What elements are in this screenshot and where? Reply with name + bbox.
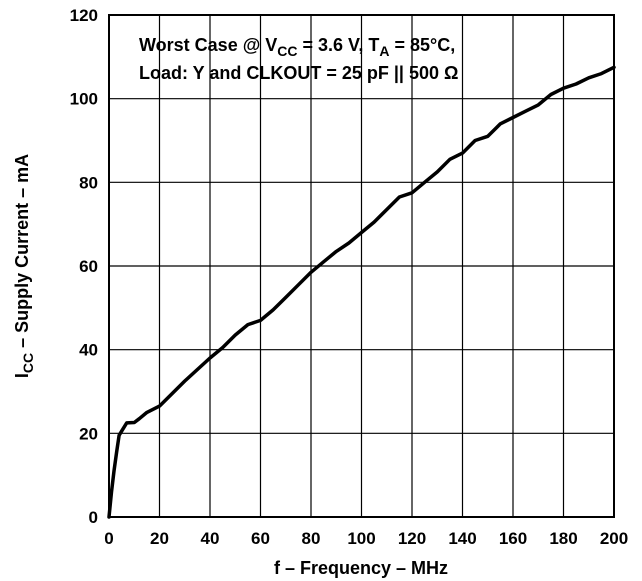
x-tick-label: 20 (150, 529, 169, 548)
x-tick-label: 0 (104, 529, 113, 548)
plot-frame (108, 14, 615, 518)
y-tick-label: 120 (70, 6, 98, 25)
annotation-line-2: Load: Y and CLKOUT = 25 pF || 500 Ω (139, 63, 458, 83)
x-tick-label: 120 (398, 529, 426, 548)
y-axis-title: ICC – Supply Current – mA (12, 154, 36, 378)
x-tick-label: 100 (347, 529, 375, 548)
x-tick-label: 160 (499, 529, 527, 548)
y-tick-label: 40 (79, 341, 98, 360)
x-tick-label: 60 (251, 529, 270, 548)
y-tick-label: 80 (79, 173, 98, 192)
x-tick-label: 40 (201, 529, 220, 548)
annotation-line-1: Worst Case @ VCC = 3.6 V, TA = 85°C, (139, 35, 455, 59)
grid (108, 14, 615, 518)
x-tick-label: 200 (600, 529, 628, 548)
y-tick-label: 20 (79, 424, 98, 443)
y-tick-labels: 0 20 40 60 80 100 120 (70, 6, 98, 527)
x-tick-label: 80 (302, 529, 321, 548)
series-line (107, 65, 616, 519)
y-tick-label: 0 (89, 508, 98, 527)
y-tick-label: 60 (79, 257, 98, 276)
x-tick-label: 140 (448, 529, 476, 548)
y-tick-label: 100 (70, 90, 98, 109)
x-tick-label: 180 (549, 529, 577, 548)
x-tick-labels: 0 20 40 60 80 100 120 140 160 180 200 (104, 529, 628, 548)
x-axis-title: f – Frequency – MHz (274, 558, 448, 578)
